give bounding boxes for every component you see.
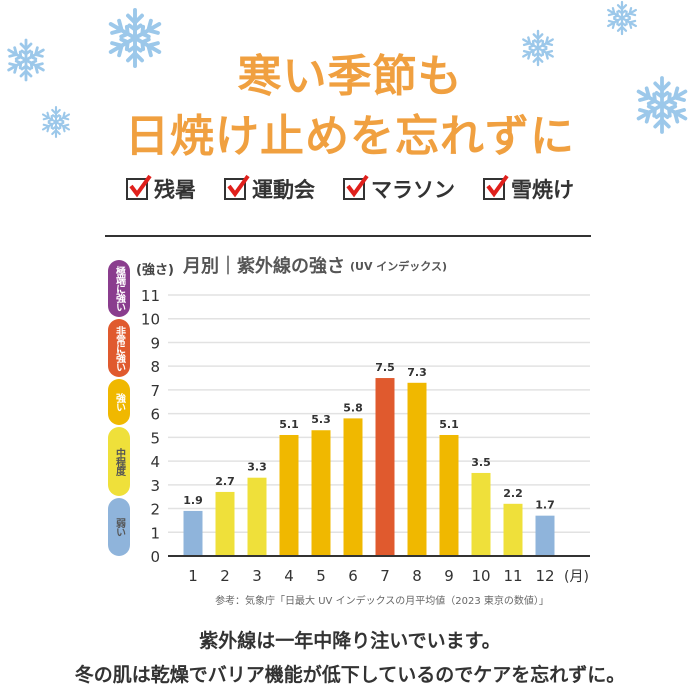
bar — [535, 515, 555, 556]
x-tick-label: 6 — [348, 567, 358, 585]
check-item: マラソン — [343, 174, 455, 204]
y-tick-label: 5 — [150, 429, 160, 447]
checklist: 残暑 運動会 マラソン 雪焼け — [0, 174, 700, 204]
y-tick-label: 10 — [141, 311, 160, 329]
x-tick-label: 5 — [316, 567, 326, 585]
data-label: 1.7 — [535, 499, 555, 512]
x-axis-label: (月) — [564, 569, 589, 585]
x-tick-label: 8 — [412, 567, 422, 585]
footer-line-2: 冬の肌は乾燥でバリア機能が低下しているのでケアを忘れずに。 — [74, 664, 626, 686]
band-very-high: 非常に強い — [108, 319, 130, 377]
y-tick-label: 0 — [150, 548, 160, 566]
check-label: マラソン — [371, 178, 455, 202]
chart-source: 参考：気象庁「日最大 UV インデックスの月平均値（2023 東京の数値）」 — [215, 594, 549, 607]
checkbox-checked-icon — [343, 174, 369, 200]
check-item: 運動会 — [224, 174, 315, 204]
check-item: 残暑 — [126, 174, 196, 204]
x-tick-label: 7 — [380, 567, 390, 585]
x-tick-label: 10 — [471, 567, 490, 585]
chart-title: 月別｜紫外線の強さ — [182, 255, 345, 277]
chart-subtitle: (UV インデックス) — [350, 259, 447, 273]
data-label: 5.3 — [311, 413, 331, 426]
checkbox-checked-icon — [224, 174, 250, 200]
footer-line-1: 紫外線は一年中降り注いでいます。 — [199, 630, 501, 652]
bar — [375, 378, 395, 556]
divider — [105, 235, 591, 237]
band-high: 強い — [108, 379, 130, 425]
bar — [503, 503, 523, 556]
x-tick-label: 12 — [535, 567, 554, 585]
y-tick-label: 8 — [150, 358, 160, 376]
y-axis-label: (強さ) — [136, 262, 174, 278]
data-label: 5.8 — [343, 401, 363, 414]
check-label: 運動会 — [252, 178, 315, 202]
x-tick-label: 2 — [220, 567, 230, 585]
data-label: 2.2 — [503, 487, 523, 500]
bar — [311, 430, 331, 556]
x-tick-label: 3 — [252, 567, 262, 585]
y-tick-label: 11 — [141, 287, 160, 305]
y-tick-label: 4 — [150, 453, 160, 471]
bar — [247, 477, 267, 556]
x-tick-label: 11 — [503, 567, 522, 585]
bar — [215, 491, 235, 556]
bar — [407, 382, 427, 556]
band-extreme: 極端に強い — [108, 260, 130, 317]
check-label: 残暑 — [154, 178, 196, 202]
data-label: 5.1 — [279, 418, 299, 431]
bar — [279, 434, 299, 556]
band-low: 弱い — [108, 498, 130, 556]
y-tick-label: 6 — [150, 406, 160, 424]
y-tick-label: 7 — [150, 382, 160, 400]
data-label: 1.9 — [183, 494, 203, 507]
title-line-1: 寒い季節も — [237, 51, 463, 102]
bar — [343, 418, 363, 556]
data-label: 3.5 — [471, 456, 491, 469]
y-tick-label: 3 — [150, 477, 160, 495]
bar — [439, 434, 459, 556]
check-label: 雪焼け — [511, 178, 574, 202]
data-label: 2.7 — [215, 475, 235, 488]
checkbox-checked-icon — [483, 174, 509, 200]
data-label: 7.3 — [407, 366, 427, 379]
x-tick-label: 9 — [444, 567, 454, 585]
band-moderate: 中程度 — [108, 427, 130, 496]
y-tick-label: 1 — [150, 524, 160, 542]
check-item: 雪焼け — [483, 174, 574, 204]
data-label: 5.1 — [439, 418, 459, 431]
x-tick-label: 1 — [188, 567, 198, 585]
y-tick-label: 2 — [150, 501, 160, 519]
x-tick-label: 4 — [284, 567, 294, 585]
data-label: 7.5 — [375, 361, 395, 374]
bar — [471, 472, 491, 556]
data-label: 3.3 — [247, 461, 267, 474]
y-tick-label: 9 — [150, 334, 160, 352]
bar — [183, 510, 203, 556]
checkbox-checked-icon — [126, 174, 152, 200]
title-line-2: 日焼け止めを忘れずに — [125, 111, 575, 162]
